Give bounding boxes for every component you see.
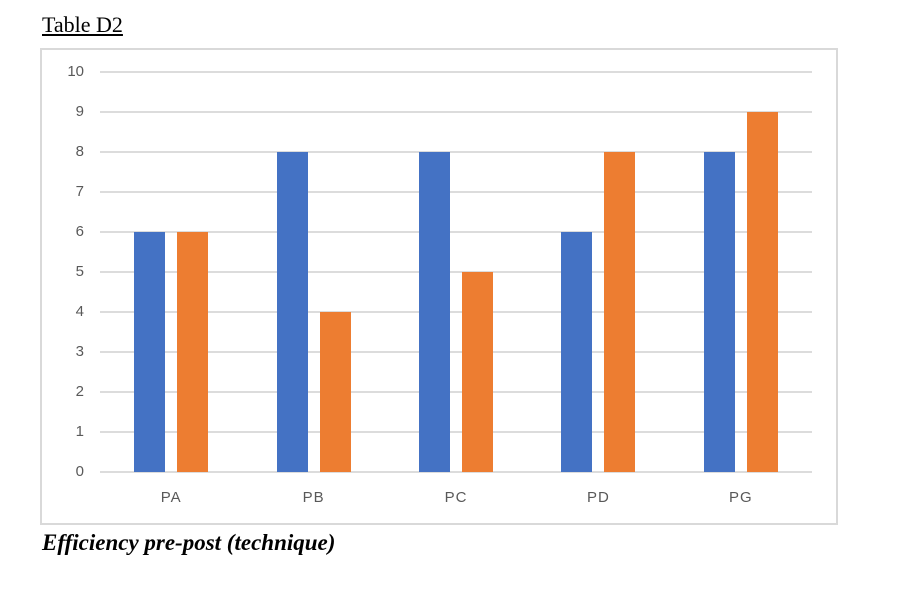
x-axis-label-pb: PB bbox=[302, 489, 325, 506]
gridline-1 bbox=[100, 431, 812, 433]
chart-frame: 0 1 2 3 4 5 6 7 8 9 10 PA PB PC PD PG bbox=[40, 48, 838, 525]
y-axis-tick-0: 0 bbox=[75, 463, 84, 480]
bar-series-2-pg bbox=[746, 112, 778, 472]
y-axis-tick-10: 10 bbox=[67, 63, 84, 80]
y-axis-tick-7: 7 bbox=[75, 183, 84, 200]
bar-series-1-pd bbox=[561, 232, 593, 472]
x-axis-label-pc: PC bbox=[444, 489, 468, 506]
y-axis-tick-8: 8 bbox=[75, 143, 84, 160]
y-axis-tick-9: 9 bbox=[75, 103, 84, 120]
y-axis-tick-3: 3 bbox=[75, 343, 84, 360]
gridline-3 bbox=[100, 351, 812, 353]
y-axis-tick-6: 6 bbox=[75, 223, 84, 240]
bar-series-1-pc bbox=[419, 152, 450, 472]
gridline-6 bbox=[100, 231, 812, 233]
bar-series-1-pg bbox=[703, 152, 735, 472]
x-axis-label-pa: PA bbox=[160, 489, 182, 506]
gridline-8 bbox=[100, 151, 812, 153]
y-axis-tick-4: 4 bbox=[75, 303, 84, 320]
gridline-7 bbox=[100, 191, 812, 193]
bar-series-2-pd bbox=[604, 152, 636, 472]
y-axis-tick-2: 2 bbox=[75, 383, 84, 400]
chart-title: Table D2 bbox=[42, 12, 123, 37]
gridline-4 bbox=[100, 311, 812, 313]
x-axis-label-pg: PG bbox=[728, 489, 753, 506]
chart-caption: Efficiency pre-post (technique) bbox=[42, 530, 336, 555]
y-axis-tick-5: 5 bbox=[75, 263, 84, 280]
gridline-9 bbox=[100, 111, 812, 113]
bar-series-2-pa bbox=[177, 232, 209, 472]
gridline-2 bbox=[100, 391, 812, 393]
bar-series-2-pb bbox=[319, 312, 351, 472]
gridline-0 bbox=[100, 471, 812, 473]
bar-series-1-pb bbox=[276, 152, 308, 472]
plot-area bbox=[100, 71, 812, 473]
gridline-5 bbox=[100, 271, 812, 273]
y-axis-tick-1: 1 bbox=[75, 423, 84, 440]
x-axis-label-pd: PD bbox=[586, 489, 610, 506]
gridline-10 bbox=[100, 71, 812, 73]
bar-series-2-pc bbox=[462, 272, 493, 472]
bar-series-1-pa bbox=[134, 232, 166, 472]
